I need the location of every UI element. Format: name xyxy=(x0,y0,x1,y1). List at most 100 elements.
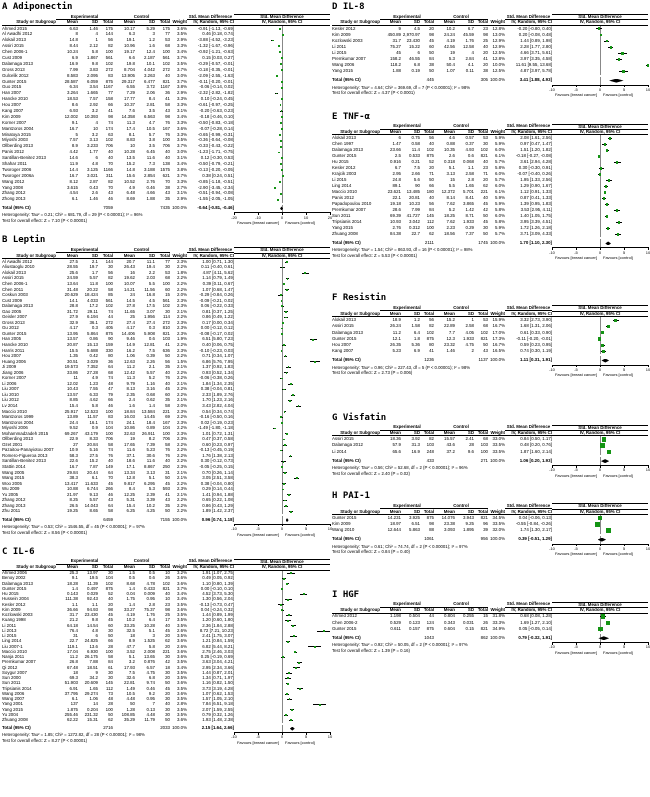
weight: 3.2% xyxy=(176,570,187,576)
experimental-mean: 4.42 xyxy=(69,149,78,155)
effect-header: Std. Mean Difference xyxy=(187,558,234,565)
forest-plot-cell xyxy=(234,420,330,426)
control-mean: 12.3 xyxy=(446,335,455,341)
control-total: 561 xyxy=(162,55,170,60)
experimental-sd: 3.83 xyxy=(89,66,98,72)
forest-plot-cell xyxy=(552,335,648,343)
control-sd: 3.13 xyxy=(146,469,155,475)
control-mean: 10.37 xyxy=(124,102,135,108)
experimental-mean: 22.6 xyxy=(69,458,78,464)
overall-effect-text: Test for overall effect: Z = 1.39 (P = 0… xyxy=(332,647,410,653)
control-total: 40 xyxy=(483,159,488,165)
experimental-sd: 6.51 xyxy=(411,521,420,527)
smd-ci-text: 1.44 [0.89, 1.99] xyxy=(202,612,234,618)
weight: 2.2% xyxy=(176,508,187,514)
experimental-total: 74 xyxy=(108,119,113,125)
axis-tick-label: 5 xyxy=(622,545,626,551)
control-sd: 2.8 xyxy=(467,177,474,183)
summary-diamond xyxy=(598,636,610,641)
panel-title: A Adiponectin xyxy=(2,2,330,12)
control-total: 68 xyxy=(165,275,170,281)
effect-marker xyxy=(290,572,293,575)
effect-marker xyxy=(616,161,619,164)
forest-plot-cell xyxy=(234,90,330,97)
axis-tick-label: -5 xyxy=(574,366,578,372)
overall-effect-text: Test for overall effect: Z = 2.73 (P = 0… xyxy=(332,370,413,376)
experimental-sd: 0.312 xyxy=(409,225,420,231)
control-total: 31 xyxy=(165,469,170,475)
experimental-sd: 4.8 xyxy=(91,161,98,167)
forest-plot-cell xyxy=(552,317,648,324)
experimental-mean: 45 xyxy=(396,50,401,56)
column-header-sd1: SD xyxy=(91,252,98,258)
control-mean: 7.7 xyxy=(448,329,455,335)
control-total: 100 xyxy=(162,49,170,55)
favours-left-label: Favours [breast cancer] xyxy=(554,255,597,261)
column-header-total2: Total xyxy=(477,310,488,316)
experimental-total: 66 xyxy=(429,183,434,189)
forest-plot-cell xyxy=(234,670,330,676)
zero-line xyxy=(600,50,601,57)
axis-tick xyxy=(305,212,307,215)
experimental-sd: 1.46 xyxy=(89,25,98,31)
experimental-sd: 2.1 xyxy=(91,258,98,264)
control-total: 76 xyxy=(165,119,170,125)
zero-line xyxy=(282,259,283,265)
smd-ci-text: 0.29 [0.14, 0.44] xyxy=(202,486,234,492)
forest-plot-cell xyxy=(552,634,648,643)
experimental-total: 174 xyxy=(105,125,113,131)
weight: 1.5% xyxy=(176,358,187,364)
effect-marker xyxy=(280,603,283,606)
heterogeneity-text: Heterogeneity: Tau² = 4.64; Chi² = 369.6… xyxy=(332,84,471,90)
smd-ci-text: -0.18 [-0.46, 0.10] xyxy=(199,113,234,119)
study-row: Premkumar 2007 158.2 46.55 84 5.3 2.84 41 12.8%… xyxy=(332,56,648,63)
column-header-mean2: Mean xyxy=(443,508,455,514)
control-total: 706 xyxy=(162,143,170,149)
experimental-mean: 13.89 xyxy=(67,414,78,420)
experimental-total: 61 xyxy=(108,664,113,670)
zero-line xyxy=(282,470,283,476)
control-total: 35 xyxy=(165,364,170,370)
zero-line xyxy=(282,702,283,708)
total-smd-ci-text: 0.79 [-0.32, 1.91] xyxy=(518,634,552,640)
smd-ci-text: -2.09 [-2.55, -1.63] xyxy=(197,72,234,78)
column-header-method: IV, Random, 95% CI xyxy=(511,430,552,435)
column-header-study: Study or Subgroup xyxy=(16,564,56,570)
effect-marker xyxy=(280,333,283,335)
experimental-total: 84 xyxy=(429,207,434,213)
forest-plot-cell xyxy=(552,177,648,184)
control-total: 53 xyxy=(483,135,488,141)
study-row: Al Awadhi 2012 8 4 144 6.3 3 77 3.5% 0.46 [0.18,… xyxy=(2,32,330,38)
experimental-sd: 46.55 xyxy=(409,56,420,62)
study-name: Zhang 2012 xyxy=(2,190,26,196)
study-row: Papadopoulou 2010 19.18 10.23 56 7.62 3.865 45… xyxy=(332,201,648,208)
study-name: Gu 2012 xyxy=(2,325,19,331)
study-row: Korner 2007 11 4.9 74 11.3 5.2 76 2.2% -0.06 [-0… xyxy=(2,375,330,382)
experimental-total: 58 xyxy=(108,441,113,447)
forest-plot-cell xyxy=(234,370,330,376)
column-header-method: IV, Random, 95% CI xyxy=(193,19,234,25)
experimental-total: 102 xyxy=(426,147,434,153)
forest-plot-cell xyxy=(234,492,330,498)
weight: 3.1% xyxy=(176,155,187,161)
control-total: 45 xyxy=(165,627,170,633)
experimental-mean: 38.3 xyxy=(69,475,78,481)
smd-ci-text: 3.53 [2.95, 4.11] xyxy=(520,207,552,213)
forest-plot-cell xyxy=(234,78,330,85)
effect-marker xyxy=(605,215,608,218)
experimental-sd: 0.9 xyxy=(91,425,98,431)
effect-marker xyxy=(288,698,291,701)
experimental-mean: 6.93 xyxy=(69,108,78,114)
smd-ci-text: 1.07 [0.68, 1.47] xyxy=(202,286,234,292)
footer-stats: Heterogeneity: Tau² = 4.64; Chi² = 369.6… xyxy=(332,85,552,96)
forest-plot-cell xyxy=(552,231,648,238)
experimental-mean: 27.9 xyxy=(69,314,78,320)
experimental-total: 50 xyxy=(108,711,113,717)
study-row: Alokail 2013 18.9 1.2 56 15.2 1 53 15.9% 3.32 [2… xyxy=(332,317,648,324)
axis-tick xyxy=(575,465,577,468)
study-row: Sun 2000 69.3 34.2 30 32.6 6.8 20 3.5% 1.34 [0.7… xyxy=(2,675,330,681)
favours-left-label: Favours [breast cancer] xyxy=(554,551,597,557)
experimental-mean: 15.4 xyxy=(69,403,78,409)
study-row: Alokail 2013 14.8 1 56 19.1 1.2 53 2.9% -3.88 [-… xyxy=(2,37,330,44)
axis-tick-label: -10 xyxy=(549,545,555,551)
